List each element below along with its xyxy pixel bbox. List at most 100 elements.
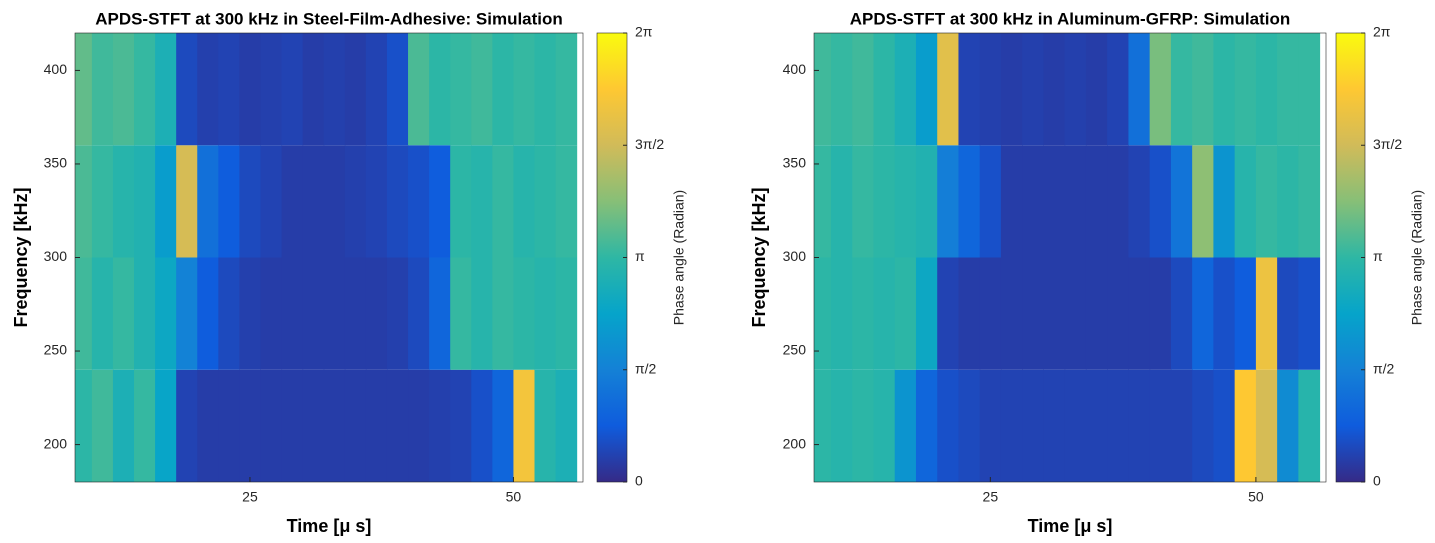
heatmap-cell [852,369,874,482]
colorbar-tick-label: 0 [635,473,643,489]
heatmap-cell [1255,369,1278,482]
heatmap-cell [429,369,451,482]
colorbar-tick-label: 2π [1373,24,1391,40]
heatmap-cell [1298,369,1321,482]
heatmap-cell [534,369,557,482]
heatmap-cell [852,33,874,146]
colorbar-tick-label: 0 [1373,473,1381,489]
y-axis-label: Frequency [kHz] [749,187,769,327]
heatmap-cell [218,369,240,482]
heatmap-cell [1064,145,1087,258]
heatmap-cell [91,257,114,370]
heatmap-cell [958,369,981,482]
heatmap-cell [830,33,853,146]
heatmap-cell [365,33,388,146]
heatmap-cell [1000,369,1023,482]
heatmap-cell [1149,257,1172,370]
heatmap-cell [302,257,325,370]
heatmap-cell [513,33,536,146]
heatmap-cell [386,257,409,370]
heatmap-cell [112,33,135,146]
heatmap-cell [830,369,853,482]
heatmap-cell [1234,145,1257,258]
heatmap-cell [1213,33,1236,146]
heatmap-cell [1298,257,1321,370]
heatmap-cell [176,369,198,482]
heatmap-cell [979,369,1002,482]
colorbar [1335,32,1366,483]
y-tick-label: 200 [44,435,68,451]
heatmap-cell [386,145,409,258]
heatmap-cell [239,369,261,482]
heatmap-cell [281,33,304,146]
heatmap-cell [91,369,114,482]
y-tick-label: 400 [44,61,68,77]
heatmap-cell [176,33,198,146]
heatmap-cell [155,257,177,370]
heatmap-cell [344,33,367,146]
heatmap-cell [1149,145,1172,258]
heatmap-cell [91,145,114,258]
heatmap-cell [1043,145,1066,258]
heatmap-cell [134,369,156,482]
heatmap-cell [450,145,472,258]
heatmap-cell [408,33,430,146]
heatmap-cell [830,145,853,258]
heatmap-cell [1277,145,1299,258]
heatmap-cell [534,257,557,370]
heatmap-cell [1043,369,1066,482]
heatmap-cell [894,257,917,370]
heatmap-cell [873,145,896,258]
heatmap-cells [814,33,1321,482]
heatmap-cell [1277,369,1299,482]
x-tick-label: 25 [242,489,258,505]
heatmap-cell [155,33,177,146]
heatmap-cell [1107,145,1129,258]
heatmap-cell [1234,257,1257,370]
heatmap-cell [344,257,367,370]
heatmap-cell [91,33,114,146]
heatmap-cell [937,257,959,370]
heatmap-cell [471,257,493,370]
heatmap-cell [239,33,261,146]
heatmap-cell [1192,369,1214,482]
heatmap-cell [1277,257,1299,370]
heatmap-cell [1149,33,1172,146]
x-axis-label: Time [μ s] [287,516,372,536]
x-tick-label: 25 [983,489,999,505]
heatmap-cell [492,33,514,146]
y-tick-label: 200 [783,435,807,451]
heatmap-cell [958,145,981,258]
heatmap-cell [365,369,388,482]
heatmap-cell [1255,257,1278,370]
heatmap-cell [958,257,981,370]
heatmap-cell [218,257,240,370]
heatmap-cell [937,369,959,482]
heatmap-cell [176,257,198,370]
heatmap-cell [1107,33,1129,146]
heatmap-cell [386,369,409,482]
heatmap-cell [134,257,156,370]
heatmap-cell [894,145,917,258]
heatmap-cell [1107,369,1129,482]
heatmap-cell [155,145,177,258]
colorbar-label: Phase angle (Radian) [1409,190,1425,325]
heatmap-cell [260,145,283,258]
heatmap-cell [1170,257,1193,370]
x-tick-label: 50 [1248,489,1264,505]
heatmap-cell [1192,257,1214,370]
heatmap-cell [197,257,219,370]
heatmap-cell [1234,369,1257,482]
chart-title: APDS-STFT at 300 kHz in Aluminum-GFRP: S… [850,9,1290,28]
heatmap-cell [239,145,261,258]
heatmap-cell [814,33,832,146]
heatmap-cell [937,145,959,258]
heatmap-cell [1128,257,1151,370]
heatmap-cell [1192,33,1214,146]
heatmap-cell [979,145,1002,258]
heatmap-cell [1000,33,1023,146]
heatmap-cell [513,257,536,370]
heatmap-cell [555,369,578,482]
heatmap-cell [112,145,135,258]
x-tick-label: 50 [506,489,522,505]
